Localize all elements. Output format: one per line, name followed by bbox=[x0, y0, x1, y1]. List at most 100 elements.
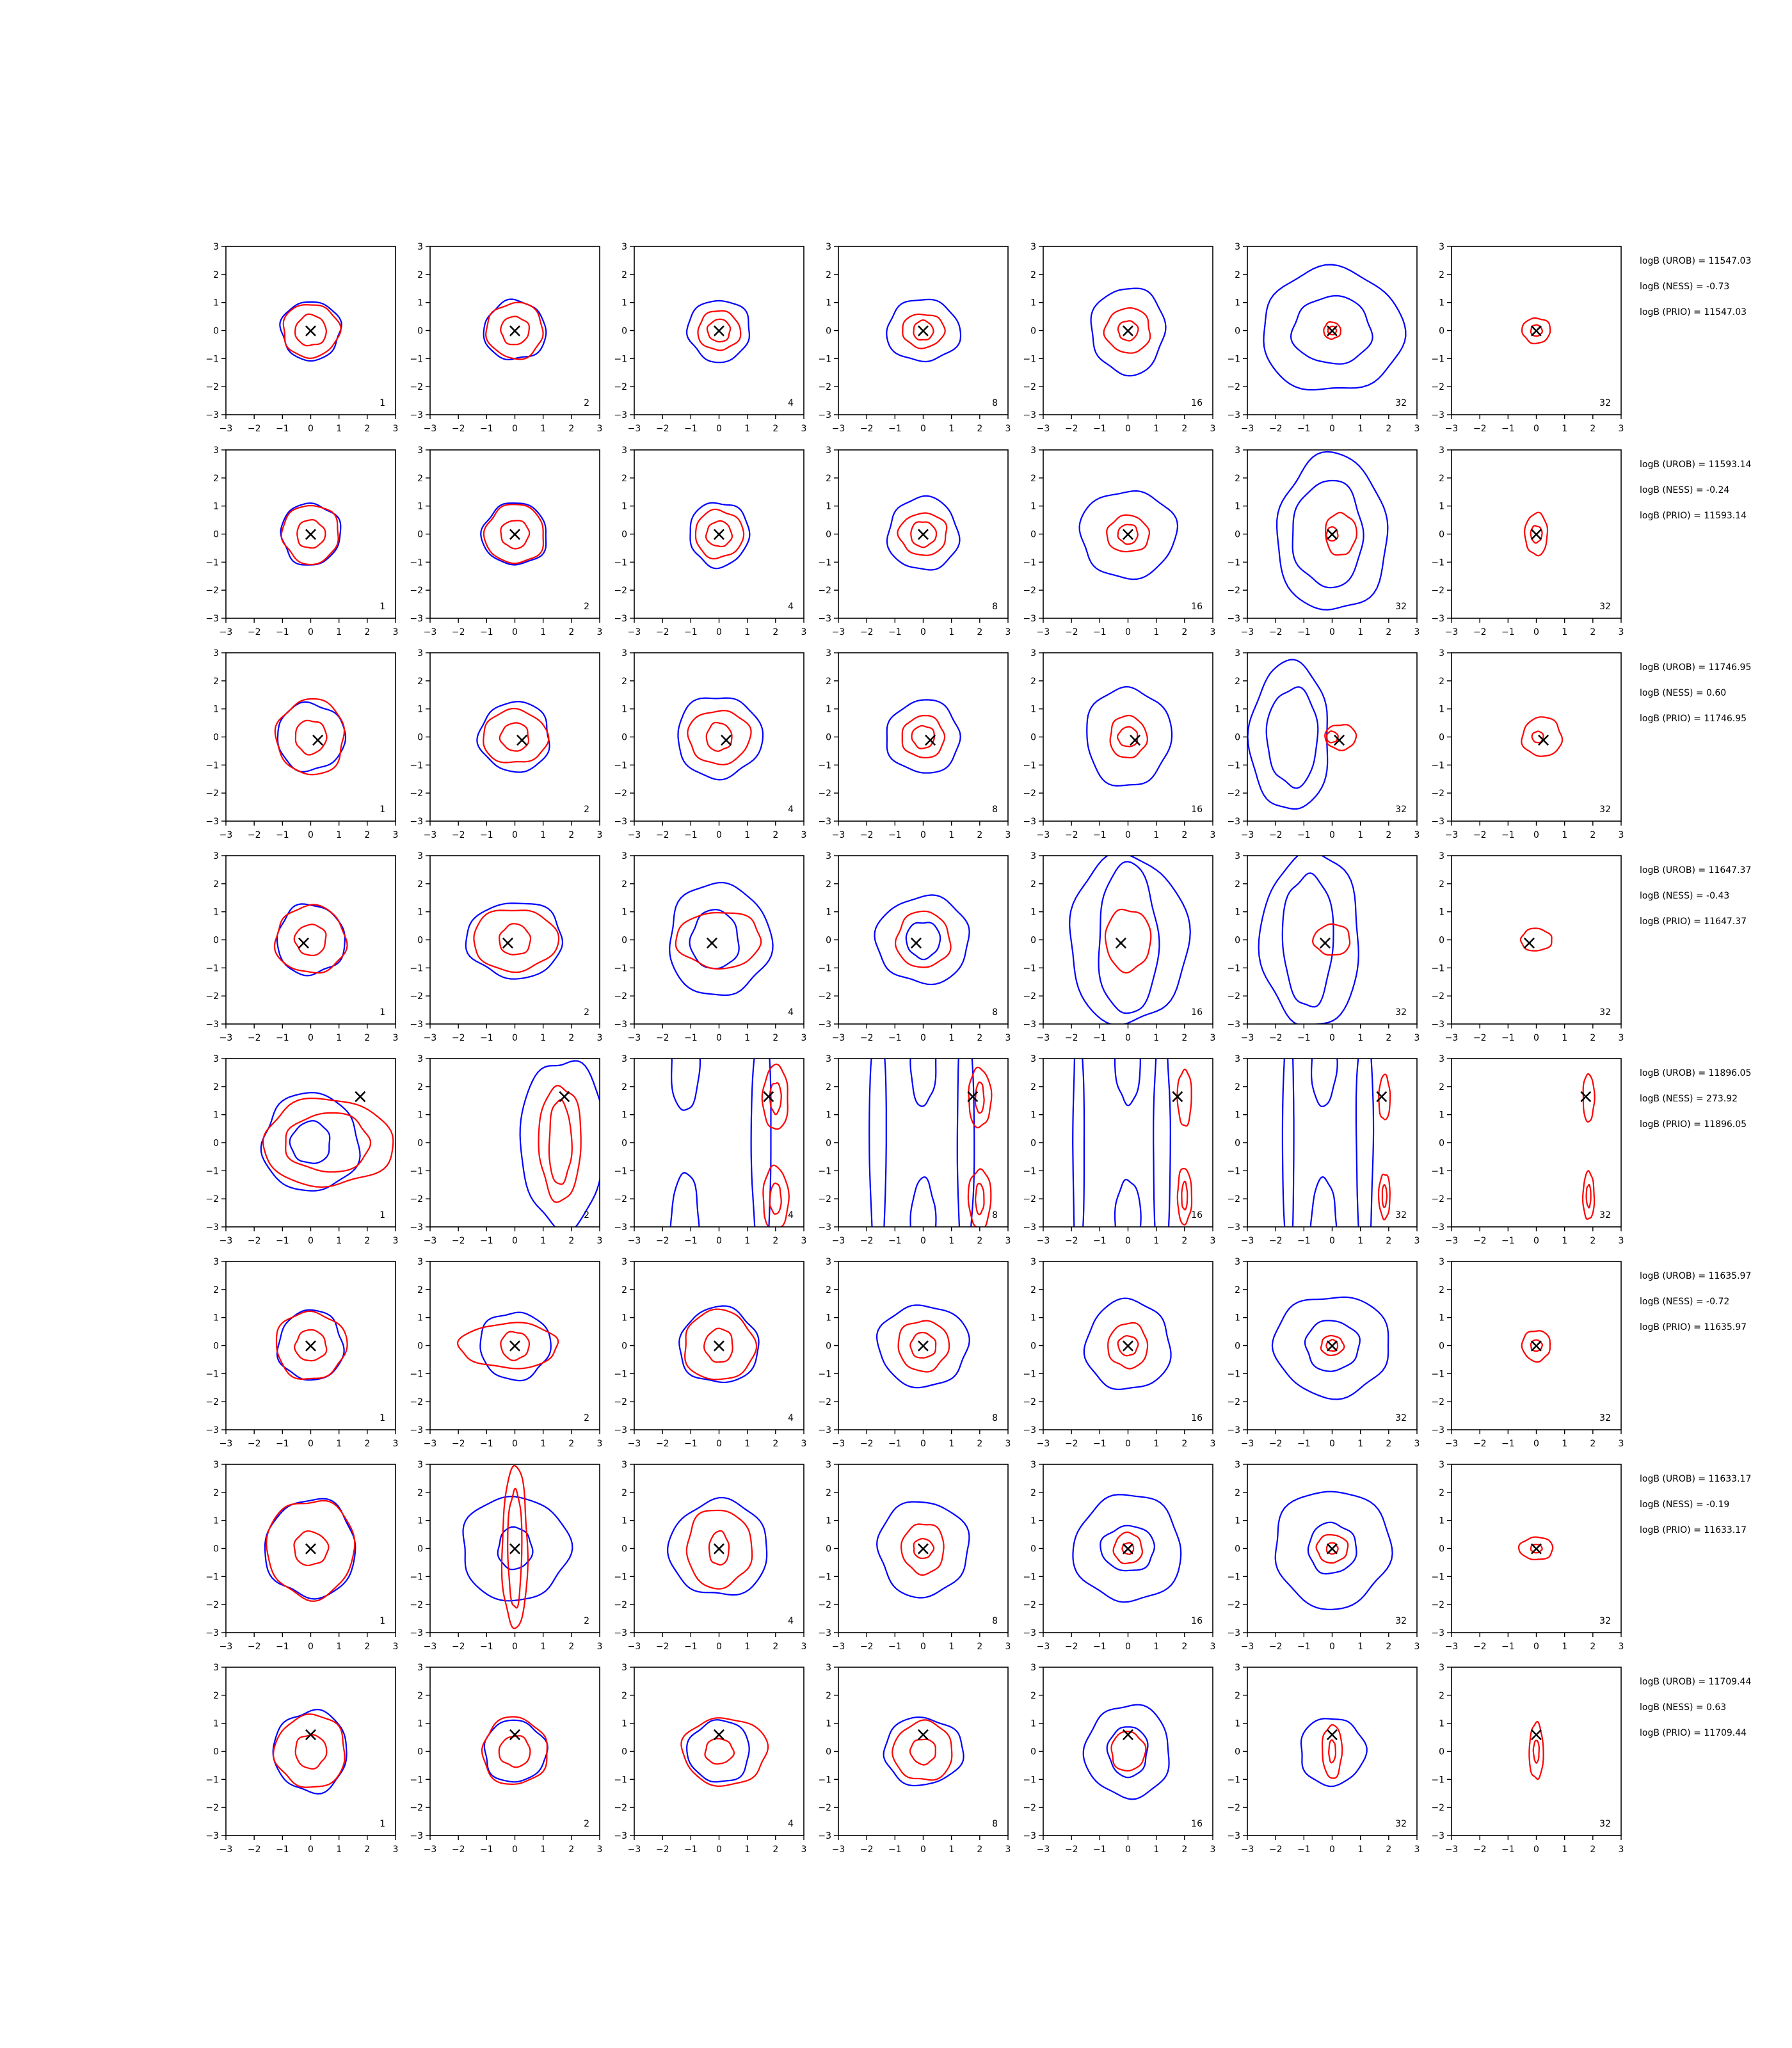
x-tick-label: 1 bbox=[744, 1033, 750, 1043]
y-tick-label: −3 bbox=[1431, 1020, 1444, 1030]
x-tick-label: 0 bbox=[920, 1236, 926, 1246]
red-contour bbox=[1581, 1170, 1596, 1220]
panel-plot-area: × bbox=[1521, 317, 1551, 344]
x-tick-label: 0 bbox=[1125, 1236, 1131, 1246]
y-tick-label: 3 bbox=[621, 851, 627, 861]
blue-contour bbox=[689, 502, 751, 570]
y-tick-label: −1 bbox=[410, 1572, 423, 1582]
x-tick-label: 3 bbox=[393, 1844, 399, 1855]
panel-r5-c1: × −3 −2 −1 0 1 2 3 −3 −2 −1 0 1 2 3 1 bbox=[205, 1054, 398, 1246]
y-tick-label: −3 bbox=[205, 1222, 219, 1233]
x-tick-label: 3 bbox=[1210, 1642, 1216, 1652]
x-tick-label: 0 bbox=[716, 830, 722, 840]
y-tick-label: 1 bbox=[213, 502, 219, 512]
blue-contour bbox=[1072, 1059, 1085, 1227]
x-tick-label: 1 bbox=[948, 1844, 954, 1855]
y-tick-label: −3 bbox=[818, 817, 831, 827]
y-tick-label: 1 bbox=[213, 1719, 219, 1729]
x-tick-label: −2 bbox=[1269, 1033, 1283, 1043]
y-tick-label: 1 bbox=[1030, 1516, 1036, 1526]
panel-plot-area: × bbox=[462, 1464, 573, 1629]
x-tick-label: −2 bbox=[656, 627, 669, 637]
y-tick-label: −2 bbox=[1023, 991, 1036, 1002]
true-point-marker: × bbox=[303, 1538, 319, 1560]
blue-contour bbox=[276, 701, 347, 772]
y-tick-label: 3 bbox=[213, 242, 219, 252]
y-tick-label: 2 bbox=[213, 1488, 219, 1498]
x-tick-label: 3 bbox=[393, 627, 399, 637]
x-tick-label: −3 bbox=[1241, 1642, 1254, 1652]
panel-number-label: 32 bbox=[1599, 398, 1611, 408]
blue-contour bbox=[669, 882, 774, 996]
y-tick-label: −2 bbox=[410, 1397, 423, 1407]
y-tick-label: −2 bbox=[1227, 1194, 1240, 1204]
y-tick-label: 0 bbox=[621, 1139, 627, 1149]
y-tick-label: 0 bbox=[213, 326, 219, 337]
x-tick-label: −2 bbox=[1065, 424, 1078, 434]
x-tick-label: −1 bbox=[1297, 830, 1311, 840]
panel-plot-area: × bbox=[1082, 1704, 1170, 1800]
y-tick-label: −1 bbox=[614, 963, 627, 973]
x-tick-label: 1 bbox=[744, 627, 750, 637]
x-tick-label: 1 bbox=[744, 1642, 750, 1652]
panel-plot-area: × bbox=[1078, 490, 1179, 580]
x-tick-label: 1 bbox=[336, 1236, 342, 1246]
y-tick-label: 0 bbox=[417, 1139, 423, 1149]
y-tick-label: −1 bbox=[614, 760, 627, 771]
y-tick-label: 0 bbox=[213, 1341, 219, 1352]
y-tick-label: −1 bbox=[205, 1369, 219, 1379]
y-tick-label: 0 bbox=[417, 326, 423, 337]
red-contour bbox=[761, 1063, 788, 1130]
y-tick-label: −2 bbox=[1227, 1397, 1240, 1407]
panel-r5-c6: × −3 −2 −1 0 1 2 3 −3 −2 −1 0 1 2 3 32 bbox=[1227, 1054, 1420, 1246]
blue-contour bbox=[1114, 1059, 1141, 1107]
blue-contour bbox=[1300, 1718, 1368, 1788]
red-contour bbox=[1523, 511, 1549, 557]
y-tick-label: −3 bbox=[205, 1831, 219, 1841]
y-tick-label: −3 bbox=[1227, 1425, 1240, 1436]
y-tick-label: −2 bbox=[818, 1194, 831, 1204]
x-tick-label: −1 bbox=[684, 1439, 698, 1449]
true-point-marker: × bbox=[915, 1724, 931, 1746]
y-tick-label: 1 bbox=[213, 705, 219, 715]
x-tick-label: 0 bbox=[512, 1642, 518, 1652]
true-point-marker: × bbox=[1324, 524, 1340, 546]
red-contour bbox=[294, 1329, 328, 1362]
y-tick-label: −1 bbox=[1227, 1775, 1240, 1785]
panel-r8-c5: × −3 −2 −1 0 1 2 3 −3 −2 −1 0 1 2 3 16 bbox=[1023, 1663, 1215, 1855]
y-tick-label: 0 bbox=[1439, 1544, 1444, 1555]
panel-number-label: 1 bbox=[380, 398, 385, 408]
true-point-marker: × bbox=[1528, 1335, 1544, 1357]
y-tick-label: 3 bbox=[1235, 1257, 1240, 1267]
x-tick-label: −3 bbox=[220, 1033, 233, 1043]
y-tick-label: 3 bbox=[621, 1663, 627, 1673]
x-tick-label: 3 bbox=[1619, 1642, 1624, 1652]
panel-r7-c7: × −3 −2 −1 0 1 2 3 −3 −2 −1 0 1 2 3 32 bbox=[1431, 1460, 1624, 1652]
panel-number-label: 8 bbox=[992, 1413, 998, 1423]
x-tick-label: −1 bbox=[888, 1236, 902, 1246]
panel-r6-c3: × −3 −2 −1 0 1 2 3 −3 −2 −1 0 1 2 3 4 bbox=[614, 1257, 806, 1449]
y-tick-label: 3 bbox=[826, 242, 831, 252]
x-tick-label: −1 bbox=[684, 424, 698, 434]
y-tick-label: 1 bbox=[1030, 1110, 1036, 1121]
y-tick-label: 2 bbox=[1235, 1082, 1240, 1092]
x-tick-label: 1 bbox=[1562, 1642, 1567, 1652]
row-summary-text: logB (PRIO) = 11746.95 bbox=[1640, 714, 1747, 724]
red-contour bbox=[473, 909, 560, 973]
y-tick-label: 0 bbox=[1030, 530, 1036, 540]
x-tick-label: 3 bbox=[1005, 830, 1011, 840]
x-tick-label: −1 bbox=[684, 1236, 698, 1246]
y-tick-label: −2 bbox=[1431, 586, 1444, 596]
true-point-marker: × bbox=[1120, 1335, 1136, 1357]
y-tick-label: 3 bbox=[1439, 851, 1444, 861]
y-tick-label: 0 bbox=[417, 733, 423, 743]
x-tick-label: −2 bbox=[656, 1236, 669, 1246]
x-tick-label: −2 bbox=[656, 830, 669, 840]
x-tick-label: −1 bbox=[1501, 1439, 1515, 1449]
red-contour bbox=[1378, 1073, 1391, 1121]
x-tick-label: −3 bbox=[220, 830, 233, 840]
panel-number-label: 8 bbox=[992, 804, 998, 815]
row-summary-text: logB (UROB) = 11896.05 bbox=[1640, 1068, 1751, 1078]
row-summary-text: logB (NESS) = -0.43 bbox=[1640, 891, 1729, 901]
x-tick-label: 1 bbox=[1357, 1844, 1363, 1855]
